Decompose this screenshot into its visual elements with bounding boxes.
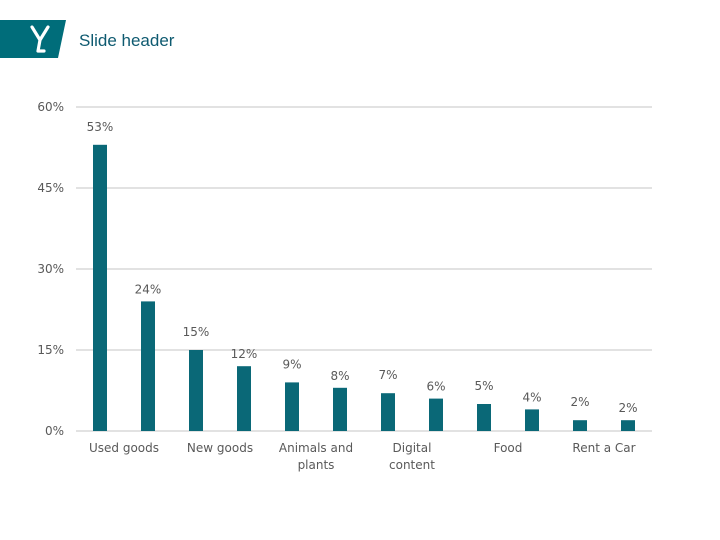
data-label: 12%: [231, 347, 258, 361]
data-label: 9%: [282, 357, 301, 371]
category-label: Rent a Car: [572, 441, 635, 455]
y-tick-label: 15%: [37, 343, 64, 357]
y-axis-labels: 0% 15% 30% 45% 60%: [37, 100, 64, 438]
category-label: Digital content: [389, 441, 435, 472]
y-tick-label: 60%: [37, 100, 64, 114]
category-labels: Used goods New goods Animals and plants Digi…: [89, 441, 636, 472]
data-label: 24%: [135, 282, 162, 296]
category-label: New goods: [187, 441, 253, 455]
logo-shape: [0, 20, 66, 58]
bar: [525, 409, 539, 431]
bar: [477, 404, 491, 431]
category-label: Animals and plants: [279, 441, 353, 472]
bar: [189, 350, 203, 431]
slide-title: Slide header: [79, 31, 175, 50]
bar: [573, 420, 587, 431]
bar: [429, 398, 443, 431]
data-label: 53%: [87, 120, 114, 134]
bar: [381, 393, 395, 431]
data-label: 2%: [570, 395, 589, 409]
bars: [93, 144, 635, 432]
data-label: 5%: [474, 379, 493, 393]
bar: [93, 144, 107, 432]
bar: [141, 301, 155, 431]
y-tick-label: 30%: [37, 262, 64, 276]
category-label: Used goods: [89, 441, 159, 455]
bar: [285, 382, 299, 431]
data-label: 8%: [330, 369, 349, 383]
y-tick-label: 45%: [37, 181, 64, 195]
data-label: 4%: [522, 390, 541, 404]
data-label: 15%: [183, 325, 210, 339]
bar: [621, 420, 635, 431]
grid-lines: [76, 106, 652, 432]
category-label: Food: [494, 441, 523, 455]
data-label: 6%: [426, 380, 445, 394]
data-labels: 53% 24% 15% 12% 9% 8% 7% 6% 5% 4% 2% 2%: [87, 120, 638, 415]
logo-y-mark: [30, 25, 50, 53]
bar: [333, 387, 347, 431]
brand-logo: [0, 20, 66, 58]
data-label: 2%: [618, 401, 637, 415]
data-label: 7%: [378, 368, 397, 382]
y-tick-label: 0%: [45, 424, 64, 438]
bar: [237, 366, 251, 431]
